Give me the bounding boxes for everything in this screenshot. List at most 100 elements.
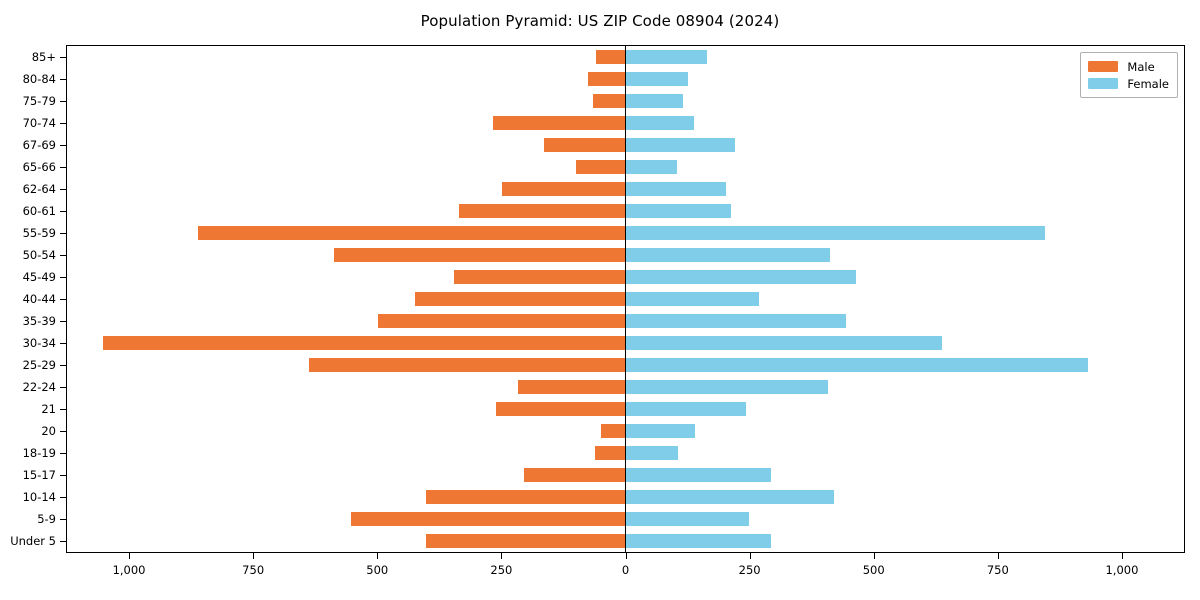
y-axis-label-65-66: 65-66 (22, 160, 56, 174)
bar-female-50-54[interactable] (625, 247, 831, 263)
y-axis-label-30-34: 30-34 (22, 336, 56, 350)
y-tick (60, 453, 67, 454)
pyramid-row (67, 203, 1184, 219)
y-axis-label-35-39: 35-39 (22, 314, 56, 328)
bar-female-under-5[interactable] (625, 533, 772, 549)
y-tick (60, 167, 67, 168)
bar-female-80-84[interactable] (625, 71, 689, 87)
bar-male-62-64[interactable] (501, 181, 626, 197)
bar-female-45-49[interactable] (625, 269, 857, 285)
pyramid-row (67, 335, 1184, 351)
pyramid-row (67, 489, 1184, 505)
y-axis-label-67-69: 67-69 (22, 138, 56, 152)
y-tick (60, 343, 67, 344)
bar-female-67-69[interactable] (625, 137, 735, 153)
pyramid-row (67, 71, 1184, 87)
bar-male-80-84[interactable] (587, 71, 626, 87)
bar-female-20[interactable] (625, 423, 695, 439)
bar-male-70-74[interactable] (492, 115, 626, 131)
bar-male-18-19[interactable] (594, 445, 626, 461)
y-tick (60, 321, 67, 322)
y-tick (60, 101, 67, 102)
x-axis-label-3: 250 (490, 563, 513, 577)
bar-female-85+[interactable] (625, 49, 708, 65)
bar-male-65-66[interactable] (575, 159, 626, 175)
x-axis-label-4: 0 (621, 563, 630, 577)
bar-male-10-14[interactable] (425, 489, 626, 505)
y-tick (60, 145, 67, 146)
bar-male-35-39[interactable] (377, 313, 626, 329)
legend-item-male[interactable]: Male (1088, 58, 1169, 75)
x-tick (873, 552, 875, 559)
bar-male-45-49[interactable] (454, 269, 626, 285)
y-tick (60, 497, 67, 498)
x-tick (501, 552, 503, 559)
bar-male-60-61[interactable] (458, 203, 626, 219)
bar-female-35-39[interactable] (625, 313, 847, 329)
pyramid-row (67, 269, 1184, 285)
bar-male-20[interactable] (601, 423, 626, 439)
x-axis-label-7: 750 (986, 563, 1009, 577)
bar-male-under-5[interactable] (425, 533, 626, 549)
y-axis-label-under-5: Under 5 (10, 534, 56, 548)
legend-label-female: Female (1127, 76, 1169, 91)
pyramid-row (67, 467, 1184, 483)
bar-male-30-34[interactable] (103, 335, 626, 351)
x-axis-label-6: 500 (862, 563, 885, 577)
legend: Male Female (1080, 52, 1178, 98)
bar-male-67-69[interactable] (544, 137, 626, 153)
y-axis-label-15-17: 15-17 (22, 468, 56, 482)
bar-female-60-61[interactable] (625, 203, 732, 219)
pyramid-row (67, 379, 1184, 395)
bar-female-22-24[interactable] (625, 379, 828, 395)
bars-container (67, 46, 1184, 552)
bar-male-21[interactable] (495, 401, 626, 417)
bar-female-65-66[interactable] (625, 159, 677, 175)
pyramid-row (67, 533, 1184, 549)
y-axis-label-80-84: 80-84 (22, 72, 56, 86)
bar-male-85+[interactable] (595, 49, 626, 65)
bar-female-21[interactable] (625, 401, 746, 417)
x-tick (997, 552, 999, 559)
y-tick (60, 541, 67, 542)
bar-male-55-59[interactable] (197, 225, 626, 241)
y-tick (60, 519, 67, 520)
pyramid-row (67, 357, 1184, 373)
x-tick (253, 552, 255, 559)
pyramid-row (67, 225, 1184, 241)
bar-male-5-9[interactable] (350, 511, 626, 527)
bar-male-15-17[interactable] (523, 467, 626, 483)
y-axis-label-25-29: 25-29 (22, 358, 56, 372)
y-axis-label-70-74: 70-74 (22, 116, 56, 130)
bar-male-75-79[interactable] (592, 93, 626, 109)
bar-male-25-29[interactable] (308, 357, 626, 373)
bar-female-30-34[interactable] (625, 335, 942, 351)
bar-female-75-79[interactable] (625, 93, 684, 109)
y-axis-label-5-9: 5-9 (37, 512, 56, 526)
chart-title: Population Pyramid: US ZIP Code 08904 (2… (420, 12, 780, 30)
bar-female-55-59[interactable] (625, 225, 1045, 241)
legend-item-female[interactable]: Female (1088, 75, 1169, 92)
pyramid-row (67, 247, 1184, 263)
bar-female-15-17[interactable] (625, 467, 772, 483)
y-axis-label-85+: 85+ (31, 50, 56, 64)
y-tick (60, 387, 67, 388)
bar-female-62-64[interactable] (625, 181, 727, 197)
bar-female-5-9[interactable] (625, 511, 750, 527)
y-axis-label-18-19: 18-19 (22, 446, 56, 460)
bar-female-25-29[interactable] (625, 357, 1089, 373)
y-axis-label-20: 20 (41, 424, 56, 438)
bar-female-40-44[interactable] (625, 291, 760, 307)
y-tick (60, 365, 67, 366)
bar-female-18-19[interactable] (625, 445, 678, 461)
x-axis-label-2: 500 (366, 563, 389, 577)
bar-female-10-14[interactable] (625, 489, 834, 505)
pyramid-row (67, 93, 1184, 109)
bar-female-70-74[interactable] (625, 115, 694, 131)
bar-male-50-54[interactable] (334, 247, 626, 263)
x-axis-label-5: 250 (738, 563, 761, 577)
y-tick (60, 211, 67, 212)
bar-male-22-24[interactable] (518, 379, 626, 395)
bar-male-40-44[interactable] (414, 291, 626, 307)
